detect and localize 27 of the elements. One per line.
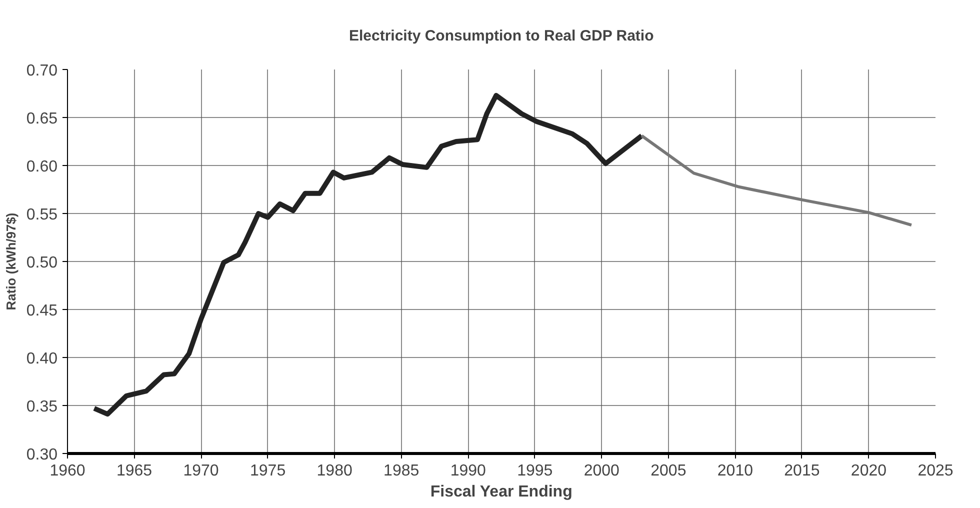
x-axis-title: Fiscal Year Ending [430, 484, 572, 500]
x-tick-label: 1985 [384, 462, 420, 480]
x-tick-label: 2010 [717, 462, 754, 480]
x-tick-label: 1995 [517, 462, 553, 480]
x-tick-label: 1980 [316, 462, 352, 480]
x-tick-label: 1965 [116, 462, 152, 480]
x-tick-label: 1990 [450, 462, 486, 480]
x-tick-label: 2000 [584, 462, 620, 480]
y-tick-label: 0.70 [26, 62, 58, 80]
y-tick-label: 0.50 [26, 254, 58, 272]
x-tick-label: 2020 [850, 462, 887, 480]
chart-title: Electricity Consumption to Real GDP Ratio [348, 28, 654, 44]
line-series [640, 134, 913, 227]
y-tick-label: 0.40 [26, 350, 58, 368]
x-tick-label: 2025 [918, 462, 954, 480]
x-tick-label: 1960 [50, 462, 86, 480]
y-tick-label: 0.45 [26, 302, 58, 320]
y-axis-title: Ratio (kWh/97$) [3, 212, 18, 310]
y-tick-label: 0.60 [26, 158, 58, 176]
x-tick-label: 2015 [784, 462, 820, 480]
y-tick-label: 0.35 [26, 398, 58, 416]
y-tick-label: 0.65 [26, 110, 58, 128]
x-tick-label: 2005 [650, 462, 686, 480]
y-tick-label: 0.55 [26, 206, 58, 224]
y-tick-label: 0.30 [26, 446, 58, 464]
x-tick-label: 1975 [250, 462, 286, 480]
x-tick-label: 1970 [183, 462, 219, 480]
